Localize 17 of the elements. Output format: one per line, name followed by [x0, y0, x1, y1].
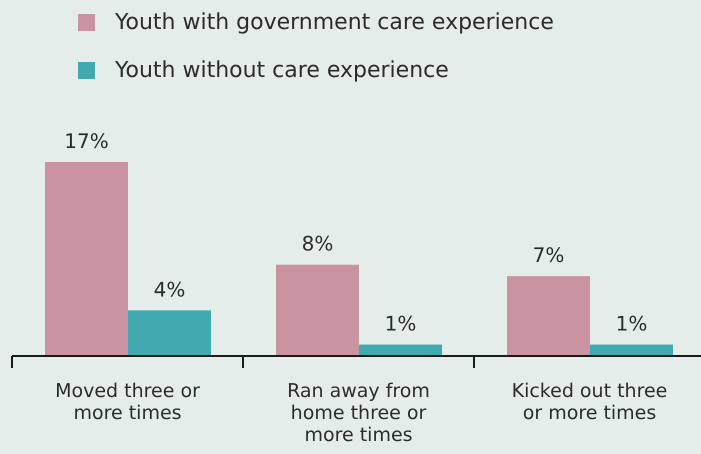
x-tick-label: Moved three or more times — [55, 380, 200, 424]
x-tick-label: Ran away from home three or more times — [287, 380, 430, 446]
x-tick-label: Kicked out three or more times — [512, 380, 668, 424]
bar — [590, 344, 673, 356]
bar — [45, 162, 128, 356]
legend-label: Youth without care experience — [114, 58, 449, 83]
data-label: 1% — [384, 312, 416, 336]
bar — [276, 264, 359, 356]
legend-label: Youth with government care experience — [114, 10, 554, 35]
data-label: 17% — [64, 129, 109, 153]
bar — [128, 310, 211, 356]
data-label: 7% — [532, 243, 564, 268]
data-label: 1% — [616, 312, 648, 336]
data-label: 8% — [302, 232, 334, 256]
bar — [359, 344, 442, 356]
bar — [507, 276, 590, 356]
data-label: 4% — [154, 277, 186, 302]
